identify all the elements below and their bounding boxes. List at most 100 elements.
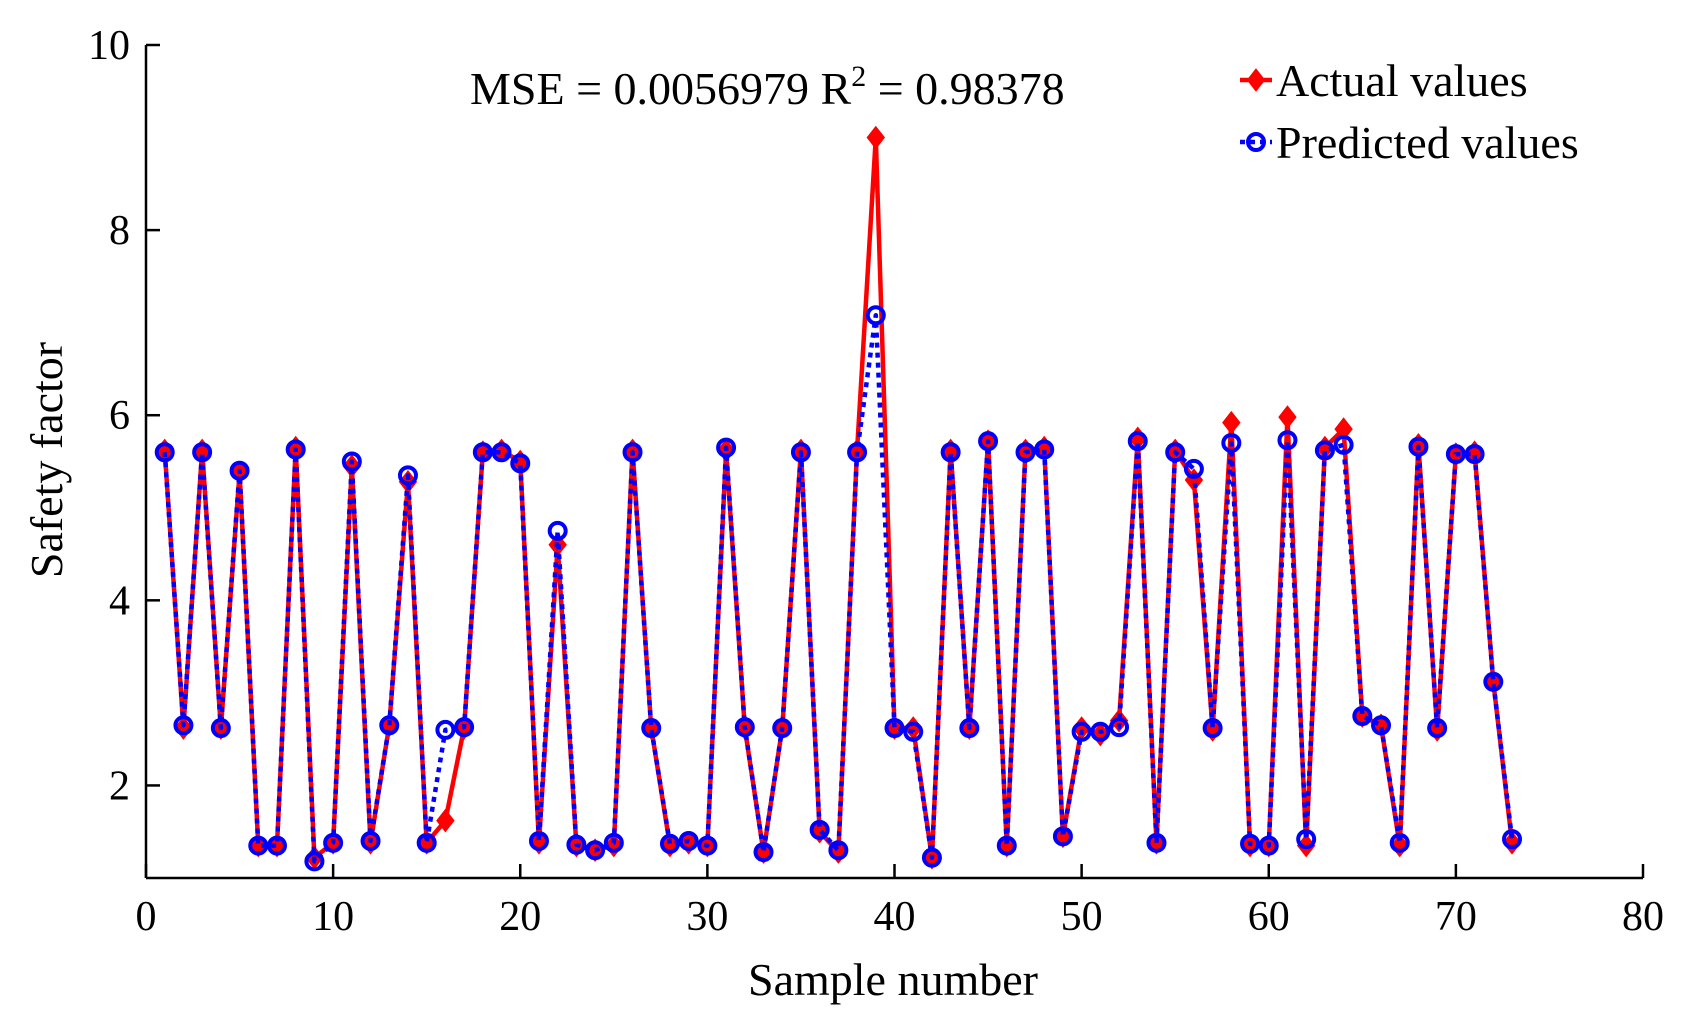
predicted-value-point: [1165, 442, 1186, 463]
predicted-value-point: [229, 460, 250, 481]
actual-value-point: [436, 808, 455, 833]
x-tick-label: 10: [312, 894, 354, 940]
predicted-value-point: [1464, 444, 1485, 465]
predicted-value-point: [210, 718, 231, 739]
predicted-value-point: [154, 442, 175, 463]
actual-value-point: [1278, 405, 1297, 429]
predicted-value-point: [659, 833, 680, 854]
series-layer: [154, 125, 1523, 872]
legend-actual-label: Actual values: [1276, 55, 1528, 106]
y-tick-label: 2: [109, 763, 130, 809]
predicted-value-point: [566, 834, 587, 855]
predicted-value-point: [173, 715, 194, 736]
predicted-value-point: [847, 442, 868, 463]
predicted-value-point: [996, 835, 1017, 856]
x-tick-label: 0: [136, 894, 157, 940]
predicted-value-point: [585, 840, 606, 861]
predicted-value-point: [641, 718, 662, 739]
x-axis-label: Sample number: [748, 954, 1038, 1005]
predicted-value-point: [248, 835, 269, 856]
predicted-value-point: [528, 830, 549, 851]
predicted-value-point: [753, 842, 774, 863]
y-tick-label: 10: [88, 23, 130, 69]
x-tick-label: 60: [1248, 894, 1290, 940]
predicted-value-point: [454, 717, 475, 738]
x-tick-label: 50: [1061, 894, 1103, 940]
predicted-value-point: [1221, 432, 1242, 453]
actual-value-point: [604, 833, 624, 858]
predicted-value-point: [1333, 434, 1354, 455]
predicted-value-point: [884, 718, 905, 739]
predicted-value-point: [1071, 721, 1092, 742]
predicted-value-point: [510, 453, 531, 474]
predicted-value-point: [1202, 718, 1223, 739]
predicted-value-point: [435, 719, 456, 740]
predicted-value-point: [1314, 440, 1335, 461]
predicted-value-point: [716, 437, 737, 458]
predicted-value-point: [1408, 436, 1429, 457]
axes: 0 10 20 30 40 50 60 70 80 2 4 6 8 10: [88, 23, 1664, 940]
predicted-value-point: [772, 718, 793, 739]
predicted-value-point: [790, 442, 811, 463]
predicted-value-point: [1483, 671, 1504, 692]
actual-value-point: [1222, 410, 1241, 435]
r2-superscript: 2: [851, 60, 866, 93]
predicted-value-point: [828, 840, 849, 861]
predicted-value-point: [921, 847, 942, 868]
r2-value: = 0.98378: [866, 63, 1064, 114]
y-axis-label: Safety factor: [21, 342, 72, 578]
actual-value-point: [1334, 417, 1353, 441]
predicted-value-point: [734, 717, 755, 738]
metrics-annotation: MSE = 0.0056979 R2 = 0.98378: [470, 60, 1065, 114]
predicted-value-point: [1240, 833, 1261, 854]
predicted-value-point: [1183, 458, 1204, 479]
actual-value-point: [342, 454, 362, 478]
predicted-value-point: [547, 520, 568, 541]
legend-actual-marker: [1246, 68, 1266, 92]
predicted-value-point: [1427, 718, 1448, 739]
y-tick-label: 4: [109, 578, 130, 624]
predicted-value-point: [1352, 706, 1373, 727]
x-tick-label: 80: [1622, 894, 1664, 940]
predicted-value-point: [416, 832, 437, 853]
predicted-value-point: [1277, 430, 1298, 451]
predicted-value-point: [1445, 444, 1466, 465]
predicted-value-point: [379, 715, 400, 736]
predicted-value-point: [903, 721, 924, 742]
predicted-value-point: [1371, 715, 1392, 736]
predicted-value-point: [1090, 721, 1111, 742]
predicted-value-point: [304, 851, 325, 872]
legend: Actual values Predicted values: [1240, 55, 1579, 168]
predicted-value-point: [1296, 829, 1317, 850]
predicted-value-point: [397, 465, 418, 486]
predicted-value-point: [1258, 835, 1279, 856]
predicted-value-point: [1034, 439, 1055, 460]
predicted-value-point: [1052, 826, 1073, 847]
x-tick-label: 70: [1435, 894, 1477, 940]
predicted-value-point: [959, 718, 980, 739]
predicted-value-point: [323, 832, 344, 853]
y-tick-label: 8: [109, 208, 130, 254]
predicted-value-point: [809, 819, 830, 840]
legend-predicted-label: Predicted values: [1276, 117, 1579, 168]
predicted-value-point: [472, 442, 493, 463]
predicted-value-point: [192, 442, 213, 463]
predicted-value-point: [360, 830, 381, 851]
predicted-value-point: [622, 442, 643, 463]
x-tick-label: 20: [499, 894, 541, 940]
mse-text: MSE = 0.0056979 R: [470, 63, 852, 114]
predicted-value-point: [678, 830, 699, 851]
predicted-value-point: [1109, 717, 1130, 738]
predicted-value-point: [865, 305, 886, 326]
x-tick-label: 30: [686, 894, 728, 940]
predicted-value-point: [697, 835, 718, 856]
predicted-value-point: [1015, 442, 1036, 463]
predicted-value-point: [341, 451, 362, 472]
predicted-value-point: [1146, 832, 1167, 853]
predicted-value-point: [285, 439, 306, 460]
legend-predicted-marker: [1246, 132, 1266, 152]
actual-value-point: [866, 125, 886, 150]
actual-value-point: [1502, 831, 1522, 855]
x-tick-label: 40: [874, 894, 916, 940]
